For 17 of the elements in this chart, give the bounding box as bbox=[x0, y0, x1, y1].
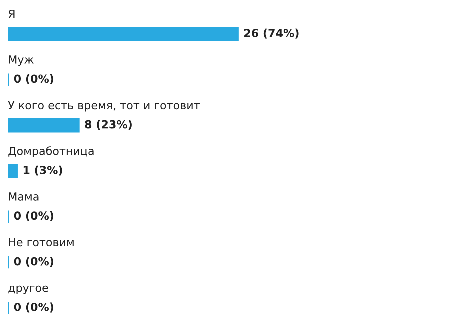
data-label: 0 (0%) bbox=[14, 257, 54, 268]
data-label: 0 (0%) bbox=[14, 302, 54, 313]
data-label: 0 (0%) bbox=[14, 74, 54, 84]
bar bbox=[8, 27, 239, 42]
y-tick-label: Я bbox=[8, 10, 15, 18]
bar bbox=[8, 164, 18, 178]
y-tick-label: Домработница bbox=[8, 146, 94, 158]
bar bbox=[8, 118, 80, 133]
data-label: 8 (23%) bbox=[85, 120, 132, 130]
y-tick-label: другое bbox=[8, 286, 48, 294]
y-tick-label: Не готовим bbox=[9, 238, 74, 247]
data-label: 26 (74%) bbox=[244, 28, 299, 39]
data-label: 1 (3%) bbox=[24, 166, 62, 176]
y-tick-label: У кого есть время, тот и готовит bbox=[8, 101, 200, 112]
y-tick-label: Муж bbox=[9, 56, 34, 66]
data-label: 0 (0%) bbox=[14, 211, 54, 222]
y-tick-label: Мама bbox=[9, 192, 39, 201]
